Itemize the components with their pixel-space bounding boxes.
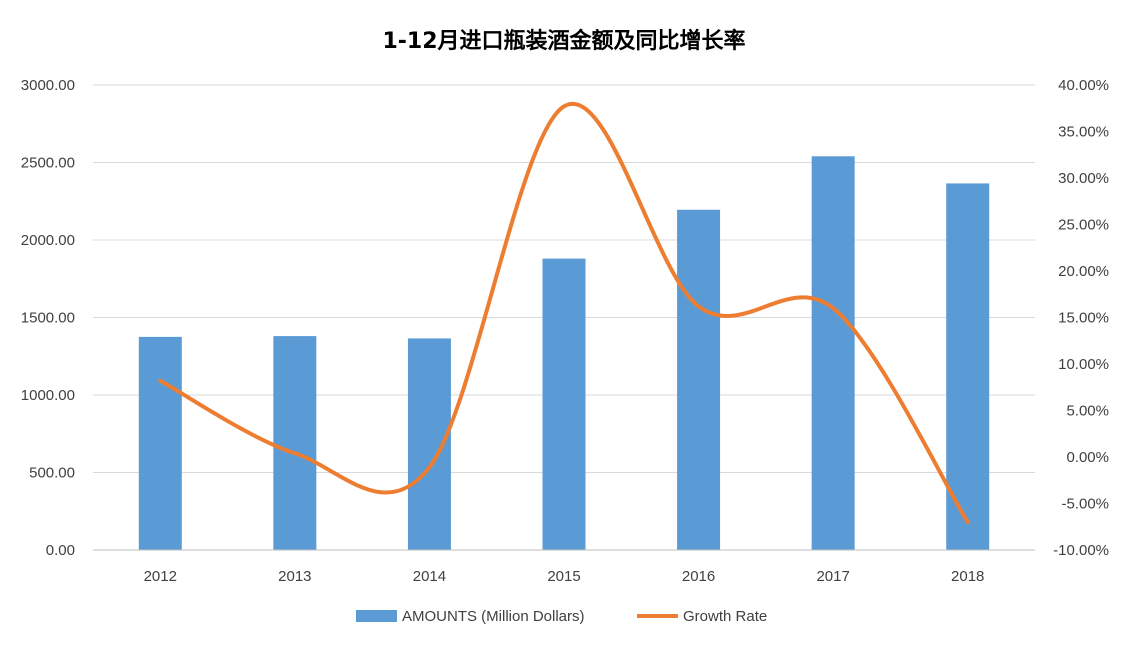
line-series [158, 101, 970, 525]
bar-2017 [811, 156, 855, 551]
bar-2013 [273, 336, 317, 550]
legend-swatch-amounts [356, 610, 397, 622]
right-axis-tick-label: 10.00% [1058, 356, 1109, 373]
right-axis-tick-label: 15.00% [1058, 310, 1109, 327]
bar-2016 [677, 209, 721, 550]
left-axis-tick-label: 500.00 [29, 465, 75, 482]
legend-label-growth: Growth Rate [683, 608, 767, 625]
x-axis-tick-label: 2013 [278, 568, 311, 585]
x-axis-tick-label: 2015 [547, 568, 580, 585]
right-axis-tick-label: -10.00% [1053, 542, 1109, 559]
growth-rate-line [158, 101, 970, 525]
x-axis-tick-label: 2012 [144, 568, 177, 585]
right-axis-tick-label: 20.00% [1058, 263, 1109, 280]
left-axis-tick-label: 0.00 [46, 542, 75, 559]
left-axis-tick-label: 2000.00 [21, 232, 75, 249]
x-axis-tick-label: 2017 [816, 568, 849, 585]
bar-series [138, 156, 990, 551]
chart-title: 1-12月进口瓶装酒金额及同比增长率 [382, 28, 745, 54]
bar-2012 [138, 336, 182, 550]
right-axis-tick-label: -5.00% [1061, 496, 1109, 513]
left-axis-tick-label: 1000.00 [21, 387, 75, 404]
left-axis-tick-label: 1500.00 [21, 310, 75, 327]
right-axis-tick-label: 35.00% [1058, 124, 1109, 141]
left-axis-ticks: 0.00 500.00 1000.00 1500.00 2000.00 2500.00 30… [21, 77, 75, 559]
x-axis-tick-label: 2016 [682, 568, 715, 585]
left-axis-tick-label: 3000.00 [21, 77, 75, 94]
bar-2015 [542, 258, 586, 550]
right-axis-tick-label: 5.00% [1066, 403, 1109, 420]
left-axis-tick-label: 2500.00 [21, 155, 75, 172]
right-axis-tick-label: 30.00% [1058, 170, 1109, 187]
x-axis-tick-label: 2018 [951, 568, 984, 585]
legend: AMOUNTS (Million Dollars) Growth Rate [356, 608, 767, 625]
legend-label-amounts: AMOUNTS (Million Dollars) [402, 608, 585, 625]
right-axis-ticks: -10.00% -5.00% 0.00% 5.00% 10.00% 15.00% 20.00… [1053, 77, 1109, 559]
right-axis-tick-label: 0.00% [1066, 449, 1109, 466]
bar-2018 [946, 183, 990, 551]
x-axis-ticks: 2012 2013 2014 2015 2016 2017 2018 [93, 549, 1035, 585]
x-axis-tick-label: 2014 [413, 568, 446, 585]
right-axis-tick-label: 40.00% [1058, 77, 1109, 94]
right-axis-tick-label: 25.00% [1058, 217, 1109, 234]
